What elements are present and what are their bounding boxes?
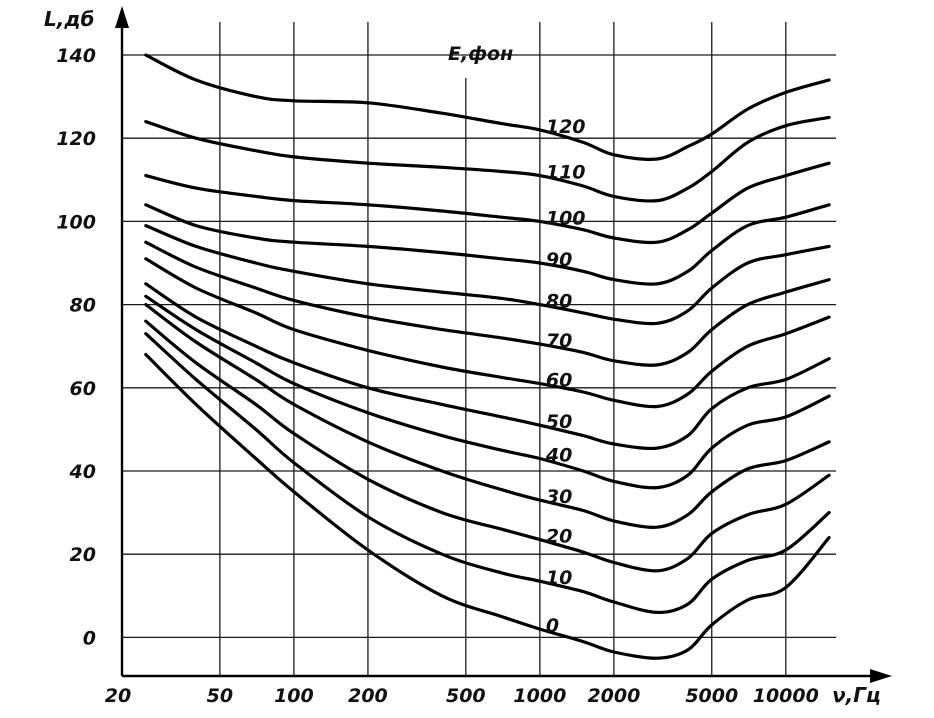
curve-70-phon bbox=[144, 240, 831, 367]
curve-label-40: 40 bbox=[545, 445, 572, 467]
curve-90-phon bbox=[144, 203, 831, 286]
curve-30-phon bbox=[144, 303, 831, 529]
x-axis-label: ν,Гц bbox=[832, 683, 881, 707]
curve-label-70: 70 bbox=[546, 330, 572, 352]
y-tick-label: 60 bbox=[70, 378, 96, 400]
y-tick-label: 140 bbox=[56, 45, 96, 67]
y-axis-label: L,дб bbox=[44, 7, 94, 31]
curves bbox=[144, 53, 831, 660]
x-tick-label: 20 bbox=[105, 685, 131, 707]
y-tick-label: 40 bbox=[69, 461, 96, 483]
curve-label-110: 110 bbox=[546, 162, 586, 184]
curve-100-phon bbox=[144, 161, 831, 245]
x-tick-labels: 20 50 100 200 500 1000 2000 5000 10000 bbox=[105, 685, 819, 707]
curve-label-60: 60 bbox=[546, 370, 572, 392]
curve-120-phon bbox=[144, 53, 831, 161]
axes bbox=[115, 6, 892, 683]
curve-10-phon bbox=[144, 332, 831, 615]
curve-20-phon bbox=[144, 319, 831, 573]
y-tick-label: 100 bbox=[56, 211, 96, 233]
x-tick-label: 100 bbox=[274, 685, 314, 707]
y-tick-label: 120 bbox=[56, 128, 96, 150]
curve-label-80: 80 bbox=[546, 291, 572, 313]
x-tick-label: 500 bbox=[446, 685, 486, 707]
y-tick-label: 0 bbox=[83, 627, 96, 649]
curve-label-100: 100 bbox=[546, 207, 586, 229]
curve-label-10: 10 bbox=[546, 567, 572, 589]
curve-label-50: 50 bbox=[546, 411, 572, 433]
curve-60-phon bbox=[144, 257, 831, 409]
curve-0-phon bbox=[144, 352, 831, 660]
curve-80-phon bbox=[144, 224, 831, 326]
curve-label-20: 20 bbox=[546, 526, 572, 548]
x-tick-label: 1000 bbox=[513, 685, 566, 707]
x-tick-label: 200 bbox=[348, 685, 388, 707]
curve-label-0: 0 bbox=[546, 615, 559, 637]
curve-label-120: 120 bbox=[546, 116, 586, 138]
y-tick-label: 80 bbox=[70, 295, 96, 317]
y-axis-arrow bbox=[115, 6, 129, 28]
curve-label-30: 30 bbox=[546, 486, 572, 508]
x-tick-label: 10000 bbox=[753, 685, 819, 707]
y-tick-label: 20 bbox=[70, 544, 96, 566]
grid bbox=[122, 22, 836, 676]
y-tick-labels: 0 20 40 60 80 100 120 140 bbox=[56, 45, 96, 649]
legend-title: E,фон bbox=[448, 43, 513, 65]
curve-110-phon bbox=[144, 115, 831, 203]
curve-label-90: 90 bbox=[546, 249, 572, 271]
curve-50-phon bbox=[144, 282, 831, 451]
x-tick-label: 2000 bbox=[587, 685, 640, 707]
x-tick-label: 5000 bbox=[685, 685, 738, 707]
curve-40-phon bbox=[144, 294, 831, 490]
x-axis-arrow bbox=[870, 669, 892, 683]
x-tick-label: 50 bbox=[207, 685, 233, 707]
